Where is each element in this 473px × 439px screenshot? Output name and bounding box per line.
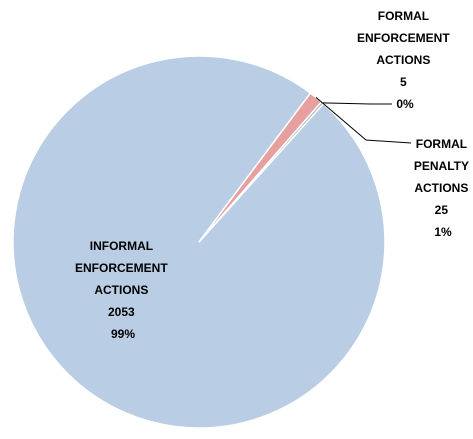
label-informal-line-2: ENFORCEMENT bbox=[75, 261, 168, 275]
label-formal-penalty: FORMAL PENALTY ACTIONS 25 1% bbox=[414, 137, 472, 239]
label-formal-enforcement: FORMAL ENFORCEMENT ACTIONS 5 0% bbox=[357, 9, 453, 111]
label-informal-enforcement: INFORMAL ENFORCEMENT ACTIONS 2053 99% bbox=[75, 239, 171, 341]
leader-line-formal-enforcement bbox=[322, 102, 392, 105]
leader-lines bbox=[315, 97, 412, 144]
label-penalty-line-3: ACTIONS bbox=[414, 181, 468, 195]
label-penalty-percent: 1% bbox=[434, 225, 452, 239]
label-formal-enf-line-3: ACTIONS bbox=[376, 53, 430, 67]
label-penalty-line-1: FORMAL bbox=[416, 137, 467, 151]
label-informal-value: 2053 bbox=[108, 305, 135, 319]
pie-slices bbox=[12, 55, 386, 429]
label-informal-line-1: INFORMAL bbox=[90, 239, 153, 253]
label-informal-line-3: ACTIONS bbox=[94, 283, 148, 297]
label-penalty-value: 25 bbox=[435, 203, 449, 217]
label-formal-enf-value: 5 bbox=[400, 75, 407, 89]
label-formal-enf-line-2: ENFORCEMENT bbox=[357, 31, 450, 45]
leader-line-formal-penalty bbox=[315, 97, 412, 144]
label-formal-enf-line-1: FORMAL bbox=[378, 9, 429, 23]
label-formal-enf-percent: 0% bbox=[396, 97, 414, 111]
label-informal-percent: 99% bbox=[111, 327, 135, 341]
label-penalty-line-2: PENALTY bbox=[414, 159, 469, 173]
